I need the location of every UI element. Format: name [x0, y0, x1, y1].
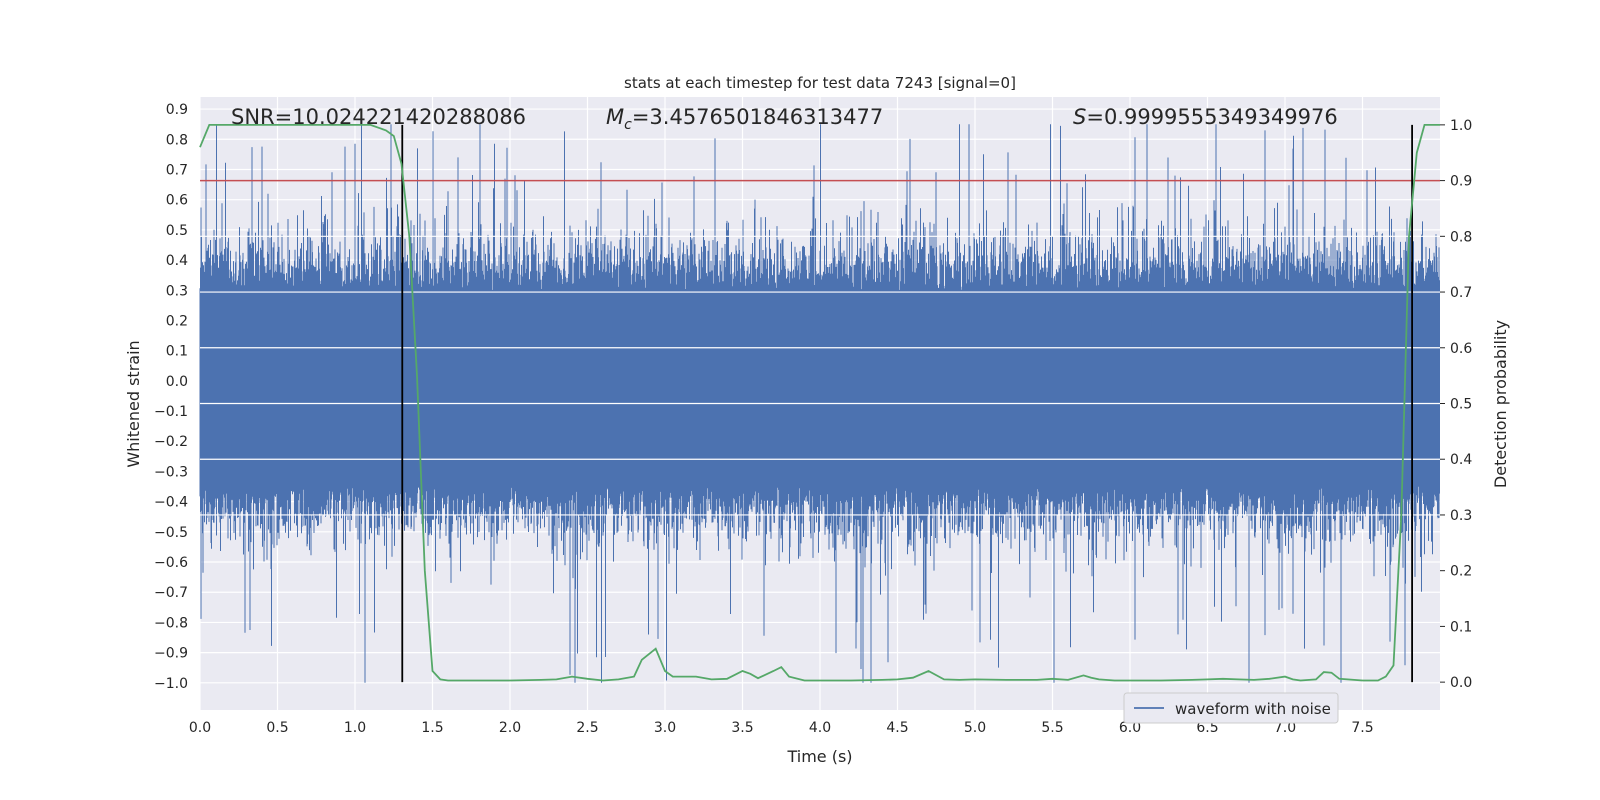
x-tick-label: 6.0 — [1119, 720, 1141, 736]
x-tick-label: 4.0 — [809, 720, 831, 736]
left-tick-label: −1.0 — [154, 676, 188, 692]
right-tick-label: 0.4 — [1450, 452, 1472, 468]
left-tick-label: −0.3 — [154, 464, 188, 480]
chirp-mass-subscript: c — [624, 117, 632, 133]
legend: waveform with noise — [1123, 692, 1339, 724]
score-value: =0.9999555349349976 — [1086, 105, 1337, 129]
left-tick-label: 0.6 — [166, 193, 188, 209]
right-tick-label: 0.9 — [1450, 174, 1472, 190]
left-tick-label: −0.4 — [154, 495, 188, 511]
x-tick-label: 4.5 — [886, 720, 908, 736]
waveform-series-line — [199, 124, 1440, 683]
left-tick-label: −0.5 — [154, 525, 188, 541]
chirp-mass-annotation: Mc=3.4576501846313477 — [606, 105, 883, 133]
right-tick-label: 0.3 — [1450, 508, 1472, 524]
chart-title: stats at each timestep for test data 724… — [624, 74, 1016, 92]
left-tick-label: −0.7 — [154, 585, 188, 601]
right-axis-label: Detection probability — [1491, 320, 1510, 488]
right-tick-label: 0.2 — [1450, 564, 1472, 580]
left-tick-label: 0.5 — [166, 223, 188, 239]
probability-series-line — [199, 124, 1440, 682]
right-tick-label: 0.7 — [1450, 285, 1472, 301]
chirp-mass-value: =3.4576501846313477 — [632, 105, 883, 129]
left-tick-label: 0.8 — [166, 132, 188, 148]
right-tick-label: 0.8 — [1450, 229, 1472, 245]
probability-grid — [200, 235, 1440, 516]
snr-annotation: SNR=10.024221420288086 — [231, 105, 526, 129]
left-tick-label: 0.4 — [166, 253, 188, 269]
chirp-mass-symbol: M — [606, 105, 624, 129]
x-tick-label: 2.0 — [499, 720, 521, 736]
waveform-series — [199, 124, 1440, 683]
x-axis-ticks: 0.0 0.5 1.0 1.5 2.0 2.5 3.0 3.5 4.0 4.5 5.0 5.5 6.0 6… — [189, 720, 1374, 736]
score-symbol: S — [1073, 105, 1086, 129]
right-tick-label: 0.0 — [1450, 675, 1472, 691]
right-tick-label: 0.1 — [1450, 619, 1472, 635]
left-tick-label: 0.0 — [166, 374, 188, 390]
x-tick-label: 7.5 — [1351, 720, 1373, 736]
x-tick-label: 3.0 — [654, 720, 676, 736]
left-tick-label: 0.3 — [166, 283, 188, 299]
x-tick-label: 5.5 — [1041, 720, 1063, 736]
left-tick-label: −0.2 — [154, 434, 188, 450]
score-annotation: S=0.9999555349349976 — [1073, 105, 1338, 129]
x-tick-label: 3.5 — [731, 720, 753, 736]
x-tick-label: 1.0 — [344, 720, 366, 736]
left-tick-label: 0.2 — [166, 313, 188, 329]
right-tick-label: 0.6 — [1450, 341, 1472, 357]
left-axis-label: Whitened strain — [124, 340, 143, 467]
x-tick-label: 0.5 — [266, 720, 288, 736]
marker-lines — [401, 124, 1413, 683]
left-tick-label: 0.1 — [166, 344, 188, 360]
x-tick-label: 7.0 — [1274, 720, 1296, 736]
x-axis-label: Time (s) — [786, 747, 852, 766]
legend-box — [1123, 692, 1339, 724]
left-axis-ticks: 0.9 0.8 0.7 0.6 0.5 0.4 0.3 0.2 0.1 0.0 −0.1 −0.2 −0… — [154, 102, 188, 692]
left-tick-label: −0.6 — [154, 555, 188, 571]
x-tick-label: 5.0 — [964, 720, 986, 736]
legend-waveform-label: waveform with noise — [1175, 700, 1331, 718]
x-tick-label: 0.0 — [189, 720, 211, 736]
right-tick-label: 0.5 — [1450, 397, 1472, 413]
left-tick-label: 0.9 — [166, 102, 188, 118]
x-tick-label: 2.5 — [576, 720, 598, 736]
x-tick-label: 1.5 — [421, 720, 443, 736]
right-axis-ticks: 1.0 0.9 0.8 0.7 0.6 0.5 0.4 0.3 0.2 0.1 0.0 — [1440, 118, 1472, 691]
left-tick-label: −0.8 — [154, 615, 188, 631]
left-tick-label: 0.7 — [166, 162, 188, 178]
right-tick-label: 1.0 — [1450, 118, 1472, 134]
left-tick-label: −0.9 — [154, 646, 188, 662]
left-tick-label: −0.1 — [154, 404, 188, 420]
x-tick-label: 6.5 — [1196, 720, 1218, 736]
